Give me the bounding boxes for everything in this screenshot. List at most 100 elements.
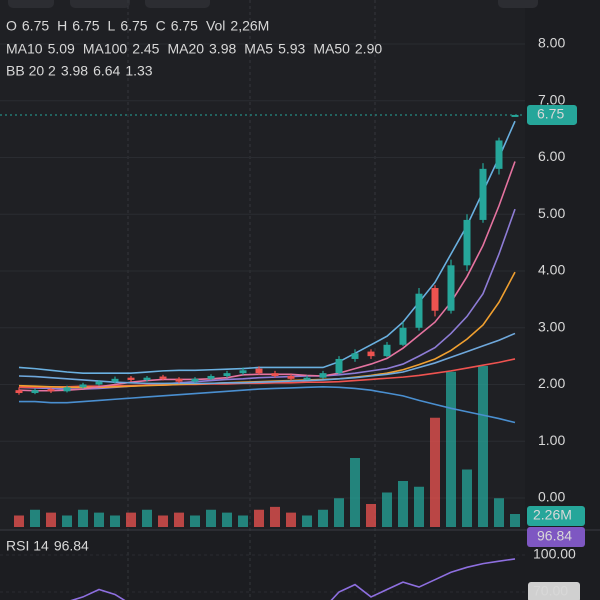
legend-label: Vol: [206, 18, 225, 34]
candle-body: [239, 370, 247, 374]
legend-value: 6.75: [120, 18, 147, 34]
candle-body: [335, 358, 343, 374]
candle-body: [95, 381, 103, 385]
candle-body: [159, 376, 167, 379]
legend-label: MA50: [313, 41, 350, 57]
candle-body: [351, 353, 359, 359]
volume-bar: [190, 515, 200, 527]
volume-bar: [222, 512, 232, 527]
volume-bar: [238, 515, 248, 527]
volume-bar: [126, 512, 136, 527]
legend-label: O: [6, 18, 17, 34]
candle-body: [399, 327, 407, 345]
legend-label: MA5: [244, 41, 273, 57]
candle-body: [463, 219, 471, 266]
volume-bar: [414, 486, 424, 527]
candle-body: [303, 377, 311, 380]
candle-body: [495, 140, 503, 169]
toolbar-button[interactable]: [498, 0, 538, 8]
legend-value: 6.64: [93, 63, 120, 79]
volume-bar: [62, 515, 72, 527]
legend-label: C: [156, 18, 166, 34]
legend-value: 1.33: [125, 63, 152, 79]
rsi-tag-label: 96.84: [537, 528, 572, 544]
rsi-line: [70, 558, 516, 600]
y-tick-label: 8.00: [538, 35, 565, 51]
volume-bar: [350, 458, 360, 527]
rsi-tag: [527, 527, 585, 547]
candle-body: [79, 384, 87, 388]
legend-value: 2,26M: [230, 18, 269, 34]
rsi-value: 96.84: [54, 538, 89, 554]
volume-bar: [382, 492, 392, 527]
legend-value: 3.98: [61, 63, 88, 79]
candle-body: [255, 368, 263, 374]
candle-body: [63, 387, 71, 392]
candle-body: [367, 351, 375, 357]
toolbar-button[interactable]: [70, 0, 130, 8]
price-tag: [527, 104, 577, 125]
candle-body: [431, 288, 439, 311]
volume-tag: [527, 506, 585, 526]
volume-bar: [286, 512, 296, 527]
toolbar-button[interactable]: [145, 0, 210, 8]
legend-value: 3.98: [209, 41, 236, 57]
rsi-tick-label: 70.00: [533, 583, 568, 599]
y-tick-label: 1.00: [538, 432, 565, 448]
rsi-tick-box: [528, 582, 580, 600]
candle-body: [271, 373, 279, 376]
candle-body: [191, 378, 199, 382]
candle-body: [479, 168, 487, 220]
volume-bar: [446, 371, 456, 527]
candle-body: [15, 390, 23, 394]
ma-line: [18, 332, 516, 385]
legend-value: 6.75: [171, 18, 198, 34]
candle-body: [223, 373, 231, 376]
volume-bar: [302, 515, 312, 527]
price-tag-label: 6.75: [537, 106, 564, 122]
candle-body: [511, 114, 519, 117]
volume-bar: [174, 512, 184, 527]
candle-body: [287, 375, 295, 379]
legend-value: 5.09: [48, 41, 75, 57]
volume-bar: [78, 509, 88, 527]
volume-bar: [158, 515, 168, 527]
volume-bar: [494, 498, 504, 527]
candle-body: [207, 375, 215, 379]
ma-line: [18, 208, 516, 390]
candle-body: [319, 373, 327, 378]
y-tick-label: 4.00: [538, 262, 565, 278]
candle-body: [175, 378, 183, 382]
y-tick-label: 5.00: [538, 205, 565, 221]
candle-body: [383, 344, 391, 357]
bb-upper-line: [18, 120, 516, 374]
volume-bar: [270, 506, 280, 527]
volume-bar: [30, 509, 40, 527]
volume-bar: [478, 366, 488, 527]
legend-label: BB 20 2: [6, 63, 56, 79]
candle-body: [415, 293, 423, 328]
candle-body: [47, 389, 55, 392]
volume-bar: [94, 512, 104, 527]
legend-value: 2.90: [355, 41, 382, 57]
volume-bar: [398, 481, 408, 527]
legend-value: 5.93: [278, 41, 305, 57]
rsi-label: RSI 14: [6, 538, 49, 554]
legend-label: MA20: [167, 41, 204, 57]
ma-line: [18, 161, 516, 392]
candle-body: [143, 377, 151, 380]
volume-bar: [510, 514, 520, 527]
legend-value: 6.75: [72, 18, 99, 34]
volume-bar: [46, 512, 56, 527]
bb-lower-line: [19, 385, 516, 424]
legend-label: L: [108, 18, 116, 34]
candle-body: [31, 390, 39, 394]
legend-value: 2.45: [132, 41, 159, 57]
y-tick-label: 3.00: [538, 318, 565, 334]
volume-bar: [110, 515, 120, 527]
volume-bar: [254, 509, 264, 527]
y-tick-label: 2.00: [538, 375, 565, 391]
toolbar-button[interactable]: [8, 0, 54, 8]
y-tick-label: 0.00: [538, 489, 565, 505]
volume-bar: [430, 417, 440, 527]
